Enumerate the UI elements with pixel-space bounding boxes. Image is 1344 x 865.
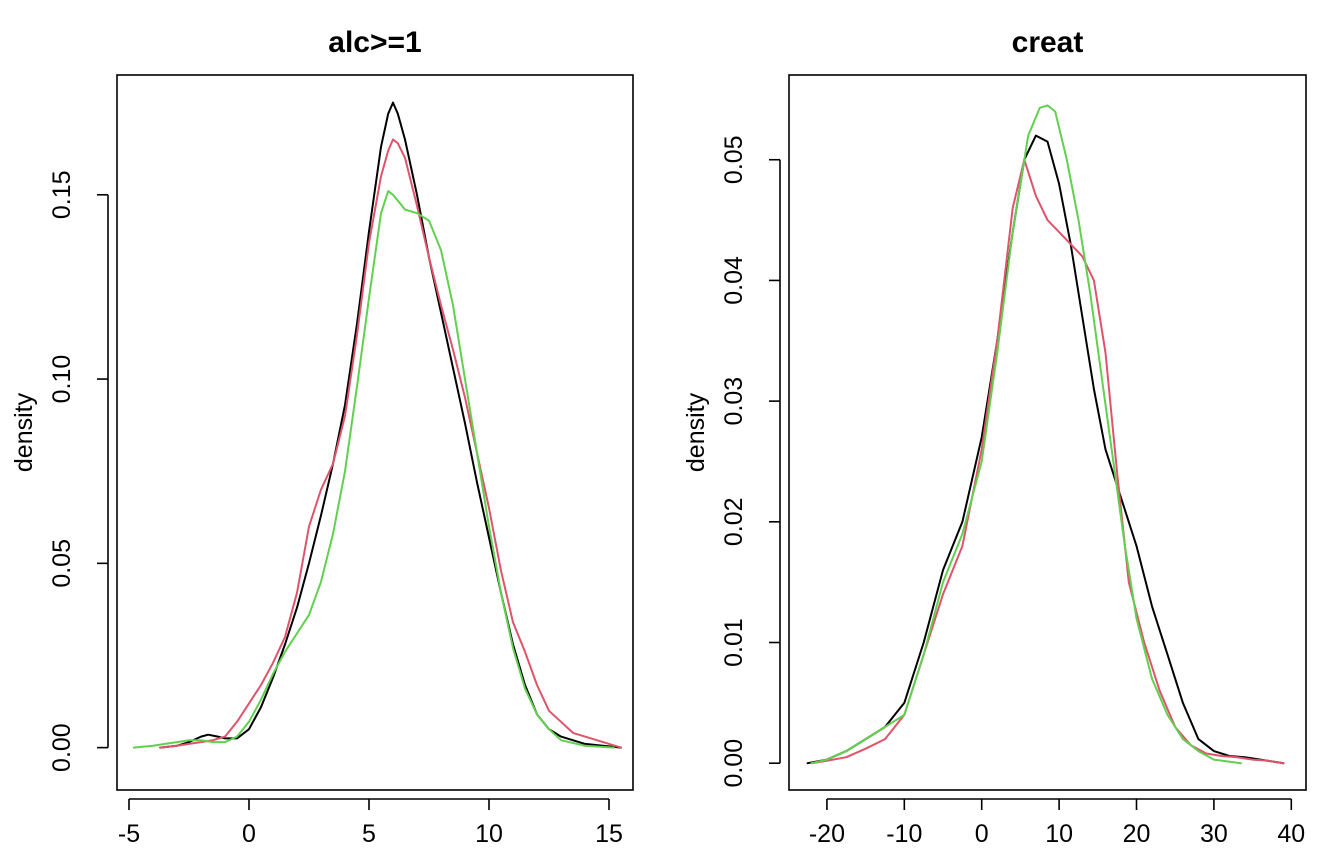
density-line-black: [806, 134, 1285, 765]
density-line-red: [159, 138, 622, 749]
y-axis-label: density: [10, 392, 38, 472]
panel-creat: creat density -20 -10 0 10 20 30 40 0.00 0.01 0.02 0…: [682, 26, 1307, 848]
y-tick-label: 0.15: [48, 170, 76, 219]
y-tick-label: 0.05: [48, 539, 76, 588]
x-tick-label: -5: [118, 820, 140, 848]
y-tick-label: 0.05: [720, 135, 748, 184]
chart-title: alc>=1: [328, 26, 421, 59]
x-tick-label: 0: [975, 820, 989, 848]
density-line-green: [810, 104, 1242, 765]
y-tick-label: 0.00: [48, 723, 76, 772]
x-tick-label: 10: [475, 820, 503, 848]
density-line-green: [132, 190, 615, 749]
x-tick-label: 0: [242, 820, 256, 848]
y-tick-label: 0.01: [720, 618, 748, 667]
x-tick-label: 10: [1045, 820, 1073, 848]
x-tick-label: 15: [595, 820, 623, 848]
x-tick-label: 30: [1200, 820, 1228, 848]
x-tick-label: -10: [886, 820, 922, 848]
chart-title: creat: [1012, 26, 1084, 59]
y-tick-label: 0.10: [48, 355, 76, 404]
plot-frame: [116, 74, 634, 791]
plot-frame: [788, 74, 1307, 791]
panel-alc: alc>=1 density -5 0 5 10 15 0.00 0.05 0.10 0.15: [10, 26, 634, 848]
y-tick-label: 0.03: [720, 377, 748, 426]
y-axis-label: density: [682, 392, 710, 472]
x-tick-label: 40: [1277, 820, 1305, 848]
density-line-black: [159, 101, 622, 749]
x-tick-label: 5: [362, 820, 376, 848]
x-tick-label: -20: [809, 820, 845, 848]
density-line-red: [810, 158, 1285, 765]
y-tick-label: 0.00: [720, 739, 748, 788]
y-tick-label: 0.04: [720, 256, 748, 305]
y-tick-label: 0.02: [720, 497, 748, 546]
x-tick-label: 20: [1123, 820, 1151, 848]
